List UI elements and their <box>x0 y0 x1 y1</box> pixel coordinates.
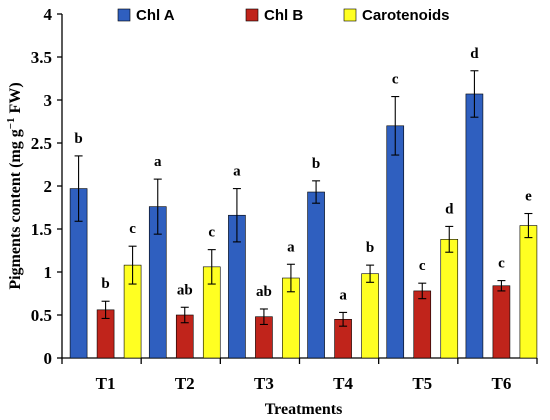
bar <box>361 273 379 359</box>
significance-letter: c <box>392 72 399 88</box>
y-tick-label: 0 <box>44 349 53 368</box>
significance-letter: ab <box>177 282 193 298</box>
legend-swatch <box>117 8 131 22</box>
y-tick-label: 3.5 <box>31 48 52 67</box>
significance-letter: c <box>208 225 215 241</box>
x-category-label: T6 <box>491 374 511 393</box>
y-axis-title: Pigments content (mg g−1 FW) <box>5 82 24 289</box>
significance-letter: a <box>233 164 241 180</box>
y-tick-label: 2 <box>44 177 53 196</box>
legend: Chl A Chl B Carotenoids <box>117 7 450 24</box>
legend-swatch <box>245 8 259 22</box>
bar <box>307 191 325 359</box>
y-tick-label: 0.5 <box>31 306 52 325</box>
x-category-label: T4 <box>333 374 353 393</box>
significance-letter: c <box>129 221 136 237</box>
y-tick-label: 2.5 <box>31 134 52 153</box>
y-axis: 0 0.5 1 1.5 2 2.5 3 3.5 4 <box>31 5 63 368</box>
legend-label: Chl A <box>136 7 175 24</box>
x-category-label: T2 <box>175 374 195 393</box>
significance-letter: d <box>445 201 454 217</box>
x-axis: T1 T2 T3 T4 T5 T6 <box>61 357 538 393</box>
significance-letter: a <box>339 287 347 303</box>
x-category-label: T5 <box>412 374 432 393</box>
bar <box>519 225 538 359</box>
legend-swatch <box>343 8 357 22</box>
bar <box>413 290 432 359</box>
x-category-label: T1 <box>96 374 116 393</box>
significance-letter: b <box>74 131 82 147</box>
significance-letter: b <box>101 276 109 292</box>
bar <box>386 125 405 359</box>
significance-letter: c <box>419 258 426 274</box>
y-tick-label: 1.5 <box>31 220 52 239</box>
bar <box>492 285 511 359</box>
significance-letter: c <box>498 256 505 272</box>
significance-letter: ab <box>256 284 272 300</box>
y-axis-title-superscript: −1 <box>5 117 17 129</box>
bar <box>465 93 484 359</box>
legend-label: Carotenoids <box>362 7 450 24</box>
y-axis-title-end: FW) <box>7 82 24 117</box>
y-tick-label: 4 <box>44 5 53 24</box>
legend-label: Chl B <box>264 7 303 24</box>
x-category-label: T3 <box>254 374 274 393</box>
significance-letter: a <box>287 239 295 255</box>
significance-letter: d <box>470 46 479 62</box>
significance-letter: a <box>154 154 162 170</box>
y-tick-label: 3 <box>44 91 53 110</box>
significance-letter: b <box>312 156 320 172</box>
significance-letter: b <box>366 240 374 256</box>
x-axis-title: Treatments <box>265 401 343 418</box>
y-tick-label: 1 <box>44 263 53 282</box>
significance-letter: e <box>525 189 532 205</box>
y-axis-title-main: Pigments content (mg g <box>7 129 24 289</box>
bar <box>440 239 459 359</box>
